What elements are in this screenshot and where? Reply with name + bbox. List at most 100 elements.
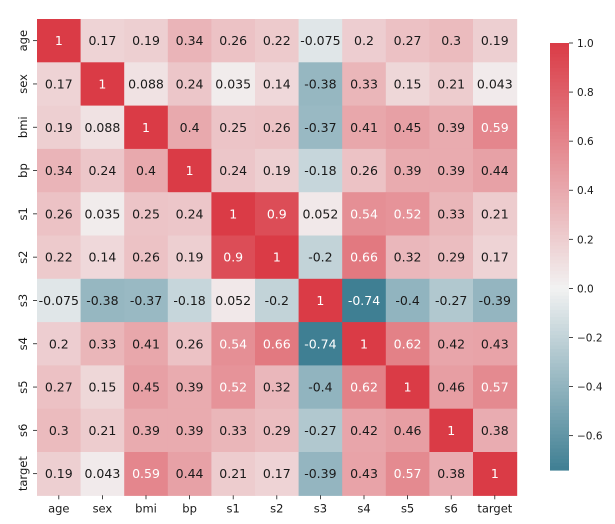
heatmap-cell-age-s1 (211, 19, 256, 63)
cell-value-bp-target: 0.44 (481, 163, 509, 178)
cell-value-s6-s2: 0.29 (263, 423, 291, 438)
colorbar-strip (550, 114, 569, 119)
cell-value-s5-s1: 0.52 (219, 380, 247, 395)
heatmap-cell-s6-s1 (211, 408, 256, 453)
cell-value-sex-bp: 0.24 (176, 76, 204, 91)
colorbar-strip (550, 124, 569, 129)
heatmap-cell-s3-bmi (124, 278, 169, 323)
heatmap-cell-bmi-bmi (124, 105, 169, 150)
colorbar-strip (550, 92, 569, 97)
heatmap-cell-bmi-target (473, 105, 518, 150)
colorbar-strip (550, 420, 569, 425)
cell-value-bmi-s3: -0.37 (304, 120, 336, 135)
heatmap-cell-s4-s6 (429, 322, 474, 366)
cell-value-s5-s6: 0.46 (437, 380, 465, 395)
heatmap-cell-s2-s3 (298, 235, 343, 280)
colorbar-strip (550, 437, 569, 443)
cell-value-s1-target: 0.21 (481, 206, 509, 221)
heatmap-cell-target-target (473, 452, 518, 496)
heatmap-cell-s4-s3 (298, 322, 343, 366)
cell-value-s1-s3: 0.052 (303, 206, 339, 221)
colorbar-strip (550, 235, 569, 240)
colorbar-strip (550, 99, 569, 105)
cell-value-s2-target: 0.17 (481, 250, 509, 265)
heatmap-cell-s5-age (37, 365, 82, 410)
colorbar-strip (550, 295, 569, 300)
x-tick-label-s2: s2 (270, 501, 283, 515)
colorbar-strip (550, 395, 569, 400)
cell-value-s3-s4: -0.74 (348, 293, 380, 308)
cell-value-s6-target: 0.38 (481, 423, 509, 438)
heatmap-cell-s5-sex (80, 365, 125, 410)
cell-value-age-bmi: 0.19 (132, 33, 160, 48)
heatmap-cell-bmi-bp (167, 105, 212, 150)
colorbar-strip (550, 352, 569, 357)
heatmap-cell-s2-bmi (124, 235, 169, 280)
colorbar-strip (550, 299, 569, 304)
colorbar-strip (550, 466, 569, 471)
heatmap-cell-bp-s5 (385, 148, 430, 193)
heatmap-cell-bmi-s2 (255, 105, 300, 150)
colorbar-strip (550, 405, 569, 411)
cell-value-target-age: 0.19 (45, 466, 73, 481)
colorbar-strip (550, 228, 569, 233)
colorbar-strip (550, 117, 569, 122)
colorbar-tick-label: 0.0 (577, 283, 594, 295)
cell-value-s2-s5: 0.32 (394, 250, 422, 265)
colorbar-strip (550, 448, 569, 453)
colorbar-strip (550, 430, 569, 436)
cell-value-s3-age: -0.075 (39, 293, 79, 308)
colorbar-strip (550, 110, 569, 115)
cell-value-s6-bmi: 0.39 (132, 423, 160, 438)
heatmap-cell-target-sex (80, 452, 125, 496)
colorbar-strip (550, 224, 569, 229)
colorbar-strip (550, 71, 569, 76)
cell-value-s3-sex: -0.38 (86, 293, 118, 308)
cell-value-age-s1: 0.26 (219, 33, 247, 48)
heatmap-cell-s6-s3 (298, 408, 343, 453)
heatmap-cell-bp-age (37, 148, 82, 193)
heatmap-cell-s1-s6 (429, 192, 474, 237)
colorbar-tick-label: −0.4 (577, 382, 603, 394)
heatmap-cell-bmi-s3 (298, 105, 343, 150)
colorbar-strip (550, 306, 569, 311)
colorbar-strip (550, 171, 569, 176)
heatmap-cell-sex-s1 (211, 62, 256, 107)
colorbar-strip (550, 277, 569, 283)
heatmap-cell-age-bp (167, 19, 212, 63)
heatmap-cell-s6-age (37, 408, 82, 453)
heatmap-cell-s2-sex (80, 235, 125, 280)
colorbar-strip (550, 302, 569, 307)
cell-value-target-bmi: 0.59 (132, 466, 160, 481)
heatmap-cell-sex-target (473, 62, 518, 107)
cell-value-s5-bmi: 0.45 (132, 380, 160, 395)
colorbar-strip (550, 345, 569, 350)
colorbar-tick-label: 1.0 (577, 38, 594, 50)
heatmap-cell-age-s2 (255, 19, 300, 63)
cell-value-bmi-s2: 0.26 (263, 120, 291, 135)
heatmap-cell-sex-sex (80, 62, 125, 107)
heatmap-cell-s3-s6 (429, 278, 474, 323)
heatmap-cell-age-s3 (298, 19, 343, 63)
cell-value-s6-s6: 1 (447, 423, 455, 438)
colorbar-strip (550, 441, 569, 446)
cell-value-s6-age: 0.3 (49, 423, 69, 438)
cell-value-sex-target: 0.043 (477, 76, 513, 91)
heatmap-cell-s1-s3 (298, 192, 343, 237)
heatmap-cell-s6-bmi (124, 408, 169, 453)
cell-value-s4-sex: 0.33 (88, 336, 116, 351)
colorbar-strip (550, 85, 569, 90)
heatmap-cell-s3-age (37, 278, 82, 323)
heatmap-cell-target-s6 (429, 452, 474, 496)
colorbar-strip (550, 206, 569, 211)
colorbar-tick-label: 0.2 (577, 234, 594, 246)
colorbar-strip (550, 78, 569, 83)
colorbar-strip (550, 331, 569, 336)
cell-value-bp-sex: 0.24 (88, 163, 116, 178)
colorbar-strip (550, 316, 569, 322)
cell-value-bmi-s1: 0.25 (219, 120, 247, 135)
cell-value-age-s3: -0.075 (300, 33, 340, 48)
cell-value-target-s2: 0.17 (263, 466, 291, 481)
colorbar-strip (550, 281, 569, 286)
cell-value-s1-s1: 1 (229, 206, 237, 221)
